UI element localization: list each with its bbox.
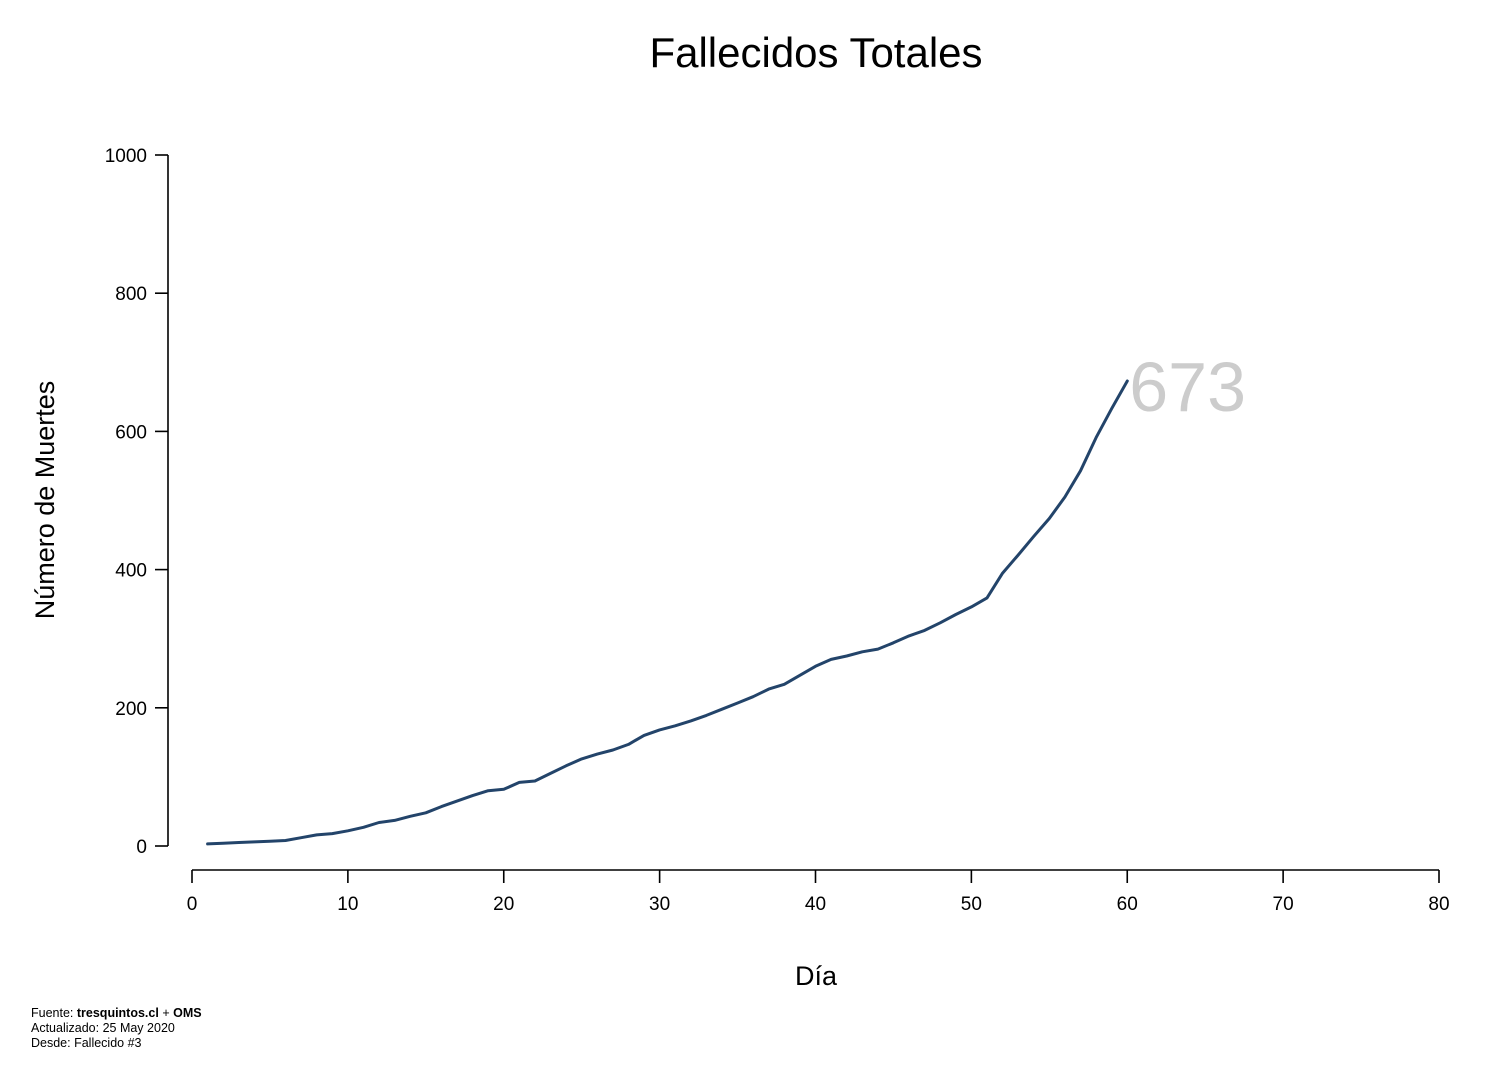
footer-updated: Actualizado: 25 May 2020 — [31, 1021, 175, 1035]
x-tick-label: 70 — [1273, 894, 1294, 915]
footer-source-site: tresquintos.cl — [76, 1006, 159, 1020]
footer-source-org: OMS — [173, 1006, 202, 1020]
series-line — [206, 379, 1129, 846]
footer-source-plus: + — [158, 1006, 174, 1020]
chart-title: Fallecidos Totales — [649, 29, 982, 76]
footer-source-prefix: Fuente: — [31, 1006, 77, 1020]
x-tick-label: 80 — [1428, 894, 1449, 915]
x-tick-label: 30 — [649, 894, 670, 915]
x-axis-title: Día — [795, 961, 838, 991]
y-axis-title: Número de Muertes — [30, 381, 60, 620]
y-axis: 0 200 400 600 800 1000 — [105, 146, 169, 858]
x-tick-label: 0 — [187, 894, 198, 915]
y-tick-label: 400 — [115, 561, 147, 582]
footer-since: Desde: Fallecido #3 — [31, 1036, 142, 1050]
y-tick-label: 800 — [115, 284, 147, 305]
last-value-label: 673 — [1129, 348, 1246, 426]
y-tick-label: 0 — [136, 837, 147, 858]
footer-source: Fuente: tresquintos.cl + OMS — [31, 1006, 202, 1021]
x-axis: 0 10 20 30 40 50 60 70 80 — [187, 869, 1450, 915]
x-tick-label: 50 — [961, 894, 982, 915]
footer: Fuente: tresquintos.cl + OMS Actualizado… — [31, 1006, 202, 1051]
x-tick-label: 20 — [493, 894, 514, 915]
y-tick-label: 200 — [115, 699, 147, 720]
x-tick-label: 60 — [1117, 894, 1138, 915]
x-tick-label: 10 — [337, 894, 358, 915]
x-tick-label: 40 — [805, 894, 826, 915]
y-tick-label: 1000 — [105, 146, 147, 167]
y-tick-label: 600 — [115, 422, 147, 443]
series-layer — [206, 379, 1129, 846]
